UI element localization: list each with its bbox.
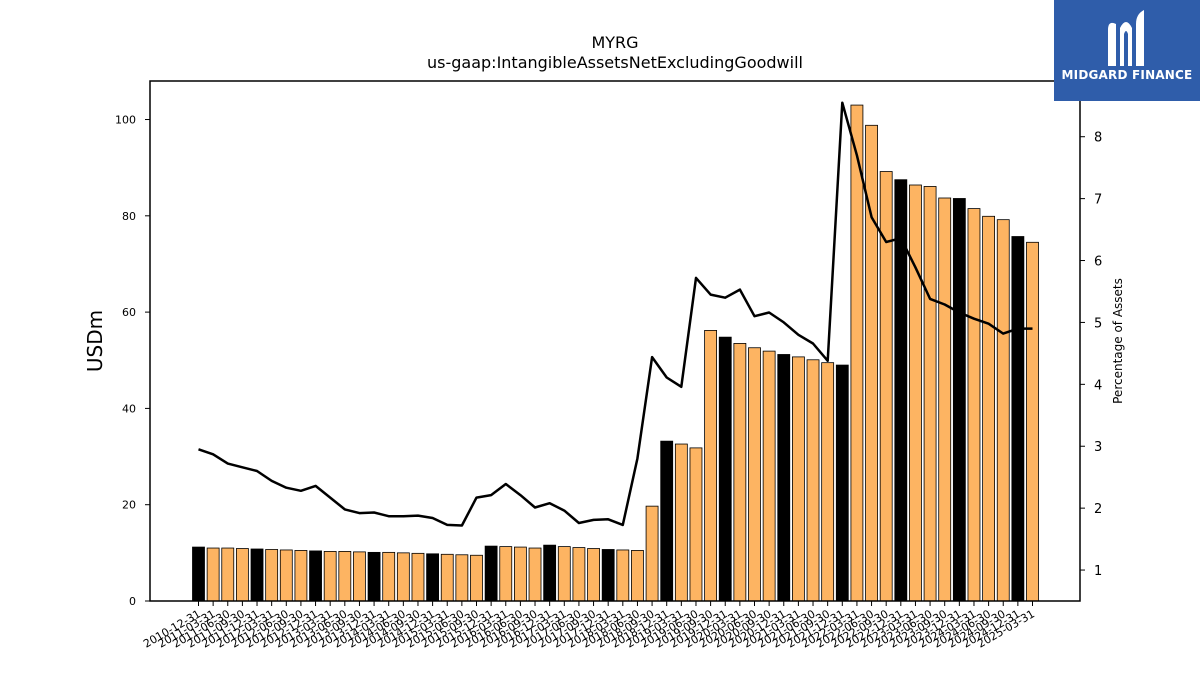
bar bbox=[309, 550, 322, 602]
bar bbox=[791, 356, 805, 602]
bar bbox=[982, 215, 996, 602]
bar bbox=[279, 549, 293, 602]
bar bbox=[996, 219, 1010, 602]
bar bbox=[660, 440, 674, 602]
bar bbox=[938, 197, 952, 602]
bar bbox=[426, 553, 440, 602]
bar bbox=[923, 186, 937, 602]
bar bbox=[748, 347, 761, 602]
bar bbox=[543, 544, 557, 602]
bar bbox=[909, 184, 922, 602]
bar bbox=[777, 354, 791, 602]
y2-axis: 1 2 3 4 5 6 7 8 bbox=[1080, 131, 1102, 579]
bar bbox=[557, 546, 571, 602]
x-axis: 2010-12-312011-03-312011-06-302011-09-30… bbox=[141, 601, 1037, 651]
bar bbox=[1026, 241, 1039, 602]
plot-frame bbox=[149, 80, 1081, 602]
bar bbox=[294, 550, 308, 602]
y2-tick-label: 2 bbox=[1094, 502, 1102, 517]
bar bbox=[470, 554, 483, 602]
series-line bbox=[198, 101, 1033, 527]
bar bbox=[704, 330, 718, 602]
bar bbox=[338, 551, 352, 602]
bar bbox=[455, 554, 469, 602]
bar bbox=[616, 549, 630, 602]
bar bbox=[821, 362, 835, 602]
bar bbox=[967, 208, 981, 602]
bar bbox=[411, 552, 425, 602]
brand-name: MIDGARD FINANCE bbox=[1061, 68, 1193, 82]
bar bbox=[323, 551, 337, 602]
bars-group bbox=[192, 104, 1039, 602]
brand-logo: MIDGARD FINANCE bbox=[1054, 0, 1200, 101]
bar bbox=[674, 443, 688, 602]
bar bbox=[265, 549, 279, 602]
y-tick-label: 60 bbox=[122, 306, 136, 319]
bar bbox=[762, 350, 776, 602]
bar bbox=[484, 545, 498, 602]
y2-tick-label: 7 bbox=[1094, 193, 1102, 208]
y2-tick-label: 5 bbox=[1094, 316, 1102, 331]
bar bbox=[440, 553, 454, 602]
bar bbox=[206, 547, 220, 602]
bar bbox=[733, 343, 747, 602]
bar bbox=[221, 547, 235, 602]
bar bbox=[894, 179, 908, 602]
y-tick-label: 100 bbox=[115, 114, 136, 127]
midgard-logo-icon bbox=[1108, 10, 1144, 66]
y-axis-label: USDm bbox=[83, 310, 107, 372]
bar bbox=[367, 551, 381, 602]
y-tick-label: 0 bbox=[129, 595, 136, 608]
bar bbox=[835, 364, 849, 602]
y-axis: 0 20 40 60 80 100 bbox=[115, 114, 150, 608]
bar bbox=[806, 359, 820, 602]
y-tick-label: 80 bbox=[122, 210, 136, 223]
bar bbox=[353, 551, 366, 602]
bar bbox=[850, 104, 864, 602]
y2-tick-label: 3 bbox=[1094, 440, 1102, 455]
bar bbox=[631, 550, 644, 602]
chart-title: MYRG bbox=[591, 33, 638, 52]
bar bbox=[718, 336, 732, 602]
y2-tick-label: 1 bbox=[1094, 564, 1102, 579]
bar bbox=[601, 549, 615, 602]
y2-tick-label: 6 bbox=[1094, 255, 1102, 270]
y2-tick-label: 4 bbox=[1094, 378, 1102, 393]
y-tick-label: 40 bbox=[122, 402, 136, 415]
bar bbox=[382, 551, 396, 602]
bar bbox=[645, 505, 659, 602]
bar bbox=[499, 546, 513, 602]
y2-axis-label: Percentage of Assets bbox=[1111, 278, 1125, 404]
bar bbox=[689, 447, 703, 602]
bar bbox=[513, 546, 527, 602]
bar bbox=[952, 198, 966, 602]
bar bbox=[528, 547, 542, 602]
y2-tick-label: 8 bbox=[1094, 131, 1102, 146]
bar bbox=[572, 547, 586, 602]
y-tick-label: 20 bbox=[122, 499, 136, 512]
line-group bbox=[198, 101, 1033, 527]
bar bbox=[587, 548, 600, 602]
bar bbox=[192, 546, 205, 602]
bar bbox=[396, 552, 410, 602]
chart-subtitle: us-gaap:IntangibleAssetsNetExcludingGood… bbox=[427, 53, 803, 72]
bar bbox=[250, 548, 264, 602]
bar bbox=[1011, 236, 1025, 602]
bar bbox=[235, 548, 249, 602]
